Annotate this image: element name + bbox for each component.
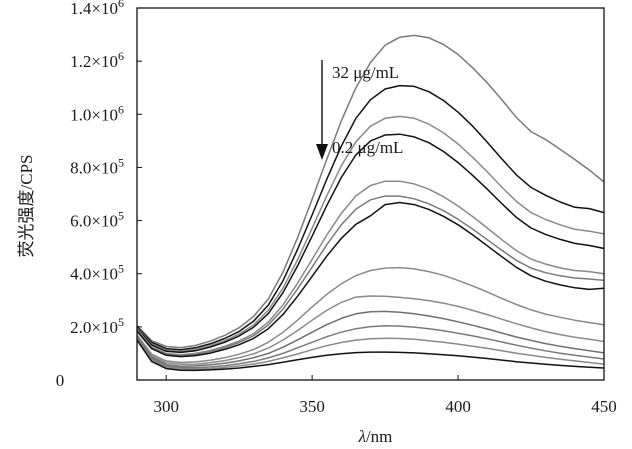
series-line-10 [136, 310, 605, 367]
series-line-2 [136, 84, 605, 351]
x-tick-label: 450 [591, 397, 617, 416]
series-line-13 [136, 339, 605, 372]
x-tick-label: 400 [445, 397, 471, 416]
series-line-11 [136, 325, 605, 369]
concentration-arrow-head [316, 144, 328, 160]
series-line-7 [136, 201, 605, 358]
annotation-top-concentration: 32 μg/mL [332, 63, 399, 82]
y-tick-label: 8.0×105 [70, 155, 124, 177]
series-line-6 [136, 195, 605, 357]
y-axis-title: 荧光强度/CPS [17, 155, 36, 258]
series-line-1 [136, 34, 605, 349]
plot-frame [136, 7, 605, 381]
y-tick-label: 6.0×105 [70, 209, 124, 231]
y-tick-label: 1.0×106 [70, 102, 124, 124]
tick-layer: 300 350 400 450 0 2.0×105 4.0×105 6.0×105 8.0×10… [56, 0, 617, 416]
x-tick-label: 350 [299, 397, 325, 416]
x-tick-label: 300 [153, 397, 179, 416]
y-tick-label: 0 [56, 371, 65, 390]
series-line-4 [136, 133, 605, 354]
x-axis-title-symbol: λ [358, 427, 366, 446]
y-tick-label: 1.2×106 [70, 49, 124, 71]
y-tick-label: 4.0×105 [70, 262, 124, 284]
x-axis-title-unit: /nm [366, 427, 392, 446]
annotation-bottom-concentration: 0.2 μg/mL [332, 138, 403, 157]
series-line-12 [136, 337, 605, 370]
series-line-8 [136, 266, 605, 364]
series-line-9 [136, 295, 605, 366]
x-axis-title: λ/nm [358, 427, 393, 446]
y-tick-label: 1.4×106 [70, 0, 124, 18]
series-layer [136, 34, 605, 372]
series-line-5 [136, 180, 605, 356]
series-line-3 [136, 115, 605, 353]
y-tick-label: 2.0×105 [70, 315, 124, 337]
